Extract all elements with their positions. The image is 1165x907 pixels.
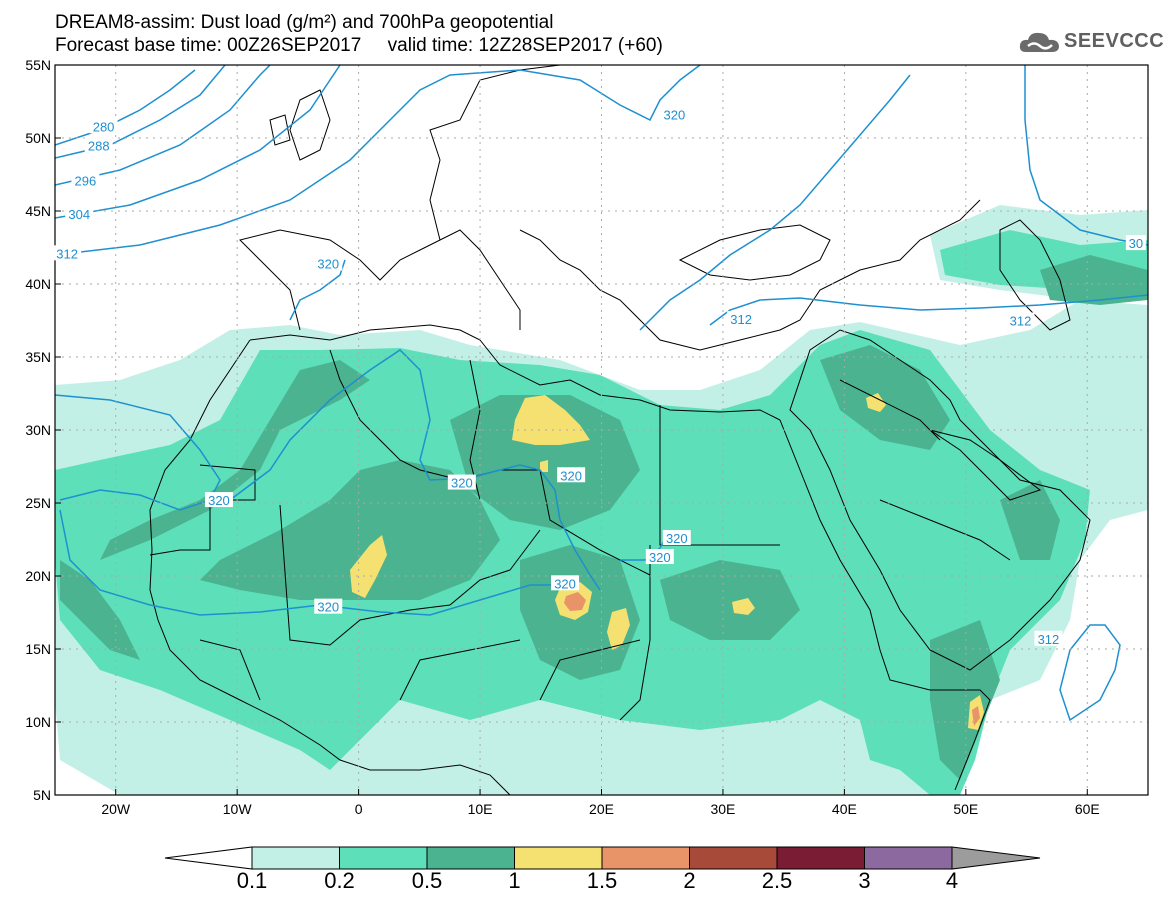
- lon-tick-label: 20E: [589, 801, 614, 817]
- contour-label: 304: [68, 207, 90, 222]
- colorbar-level-label: 0.5: [411, 868, 443, 893]
- contour-label-bg: [645, 549, 674, 565]
- coastlines: [149, 65, 1091, 795]
- colorbar-segment: [426, 846, 515, 870]
- contour-label: 320: [208, 493, 230, 508]
- contour-label-bg: [551, 575, 580, 591]
- contour-label-bg: [84, 137, 113, 153]
- colorbar-level-label: 0.2: [324, 868, 355, 893]
- contour-label-bg: [71, 172, 100, 188]
- contour-label-bg: [89, 118, 118, 134]
- lat-tick-label: 5N: [33, 787, 51, 803]
- contour-label: 312: [1038, 632, 1060, 647]
- colorbar-segment: [339, 846, 428, 870]
- contour-label-bg: [662, 530, 691, 546]
- contour-label: 312: [1010, 314, 1032, 329]
- seevccc-logo: SEEVCCC: [1018, 26, 1164, 58]
- contour-label: 320: [666, 531, 688, 546]
- colorbar-max-triangle: [951, 846, 1041, 870]
- colorbar-level-label: 4: [945, 868, 959, 893]
- lon-tick-label: 0: [355, 801, 363, 817]
- contour-label-bg: [1034, 630, 1063, 646]
- contour-label: 30: [1129, 236, 1143, 251]
- colorbar-level-label: 1.5: [586, 868, 618, 893]
- lon-tick-label: 30E: [710, 801, 735, 817]
- colorbar-min-triangle: [164, 846, 253, 870]
- dust-level-1.5: [564, 592, 586, 611]
- contour-label: 320: [560, 468, 582, 483]
- lat-tick-label: 50N: [25, 130, 51, 146]
- lon-tick-label: 10E: [468, 801, 493, 817]
- dust-level-0.5: [100, 360, 370, 560]
- contour-label: 312: [56, 246, 78, 261]
- contour-label: 296: [75, 173, 97, 188]
- colorbar-level-label: 1: [508, 868, 521, 893]
- lon-tick-label: 50E: [953, 801, 978, 817]
- contour-label-bg: [314, 255, 343, 271]
- contour-label-bg: [557, 467, 586, 483]
- colorbar-segment: [864, 846, 953, 870]
- lat-tick-label: 40N: [25, 276, 51, 292]
- colorbar-segment: [601, 846, 690, 870]
- contour-label: 288: [88, 138, 110, 153]
- colorbar-segment: [514, 846, 603, 870]
- map-title: DREAM8-assim: Dust load (g/m²) and 700hP…: [55, 12, 554, 33]
- contour-label-bg: [1125, 235, 1146, 251]
- contour-label: 312: [730, 312, 752, 327]
- map-subtitle: Forecast base time: 00Z26SEP2017 valid t…: [55, 35, 663, 56]
- lat-tick-label: 35N: [25, 349, 51, 365]
- contour-label-bg: [1006, 312, 1035, 328]
- axis-ticks: 5N 10N 15N 20N 25N 30N 35N 40N 45N 50N 55N 20W 10W 0 1…: [25, 57, 1099, 817]
- lon-tick-label: 40E: [832, 801, 857, 817]
- contour-label: 320: [664, 108, 686, 123]
- contour-label-bg: [204, 492, 233, 508]
- dust-level-1: [512, 395, 590, 445]
- lat-tick-label: 55N: [25, 57, 51, 73]
- contour-label: 320: [317, 257, 339, 272]
- contour-label-bg: [660, 106, 689, 122]
- contour-label-bg: [314, 598, 343, 614]
- contour-label-bg: [727, 311, 756, 327]
- lat-tick-label: 25N: [25, 495, 51, 511]
- colorbar-segment: [689, 846, 778, 870]
- logo-text: SEEVCCC: [1064, 30, 1165, 52]
- colorbar-segment: [251, 846, 340, 870]
- lat-tick-label: 45N: [25, 203, 51, 219]
- colorbar-level-label: 2.5: [761, 868, 793, 893]
- contour-label: 320: [451, 476, 473, 491]
- contour-label: 320: [649, 550, 671, 565]
- lon-tick-label: 60E: [1075, 801, 1100, 817]
- colorbar-level-label: 2: [683, 868, 696, 893]
- lat-tick-label: 30N: [25, 422, 51, 438]
- grid-lines: [55, 65, 1148, 795]
- colorbar-segment: [776, 846, 865, 870]
- colorbar: [164, 846, 1041, 870]
- contour-label: 280: [93, 119, 115, 134]
- dust-field: [55, 205, 1148, 795]
- lon-tick-label: 20W: [101, 801, 131, 817]
- contour-label: 320: [554, 576, 576, 591]
- contour-label-bg: [53, 245, 82, 261]
- cloud-icon: [1019, 32, 1059, 52]
- lon-tick-label: 10W: [223, 801, 253, 817]
- lat-tick-label: 20N: [25, 568, 51, 584]
- colorbar-level-label: 3: [858, 868, 871, 893]
- lat-tick-label: 10N: [25, 714, 51, 730]
- contour-label-bg: [447, 474, 476, 490]
- contour-label-bg: [65, 205, 94, 221]
- contour-label: 320: [317, 600, 339, 615]
- lat-tick-label: 15N: [25, 641, 51, 657]
- colorbar-level-label: 0.1: [236, 868, 268, 893]
- contour-labels: 280 288 296 304 312 320 320 312 312 30 320 320 320 32…: [53, 106, 1146, 647]
